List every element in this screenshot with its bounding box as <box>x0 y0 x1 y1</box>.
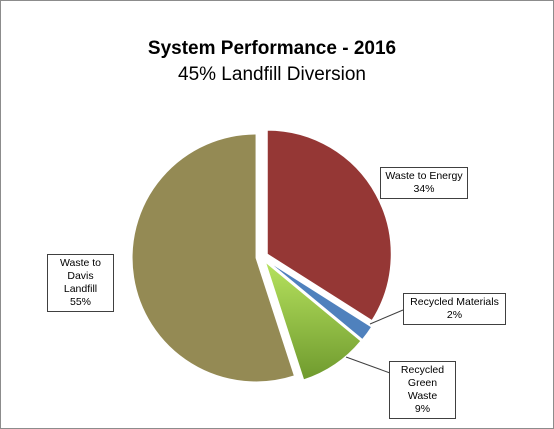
data-label-name: Waste to Davis Landfill <box>59 257 102 295</box>
data-label-name: Recycled Materials <box>410 296 499 308</box>
data-label: Recycled Green Waste 9% <box>389 361 456 419</box>
leader-line <box>369 309 404 325</box>
data-label-name: Recycled Green Waste <box>400 364 445 402</box>
data-label-name: Waste to Energy <box>385 170 463 182</box>
data-label: Recycled Materials 2% <box>403 293 506 325</box>
data-label-value: 9% <box>414 403 431 415</box>
pie-slice <box>131 133 296 383</box>
data-label-value: 55% <box>69 296 91 308</box>
pie-slice <box>264 260 362 381</box>
data-label: Waste to Davis Landfill 55% <box>47 254 114 312</box>
data-label-value: 2% <box>446 309 463 321</box>
data-label-value: 34% <box>413 183 435 195</box>
pie-slice <box>266 260 373 341</box>
pie-slice <box>266 129 392 322</box>
data-label: Waste to Energy 34% <box>380 167 468 199</box>
leader-line <box>345 356 391 374</box>
chart-title: System Performance - 2016 <box>148 38 396 59</box>
chart-subtitle: 45% Landfill Diversion <box>178 64 366 85</box>
